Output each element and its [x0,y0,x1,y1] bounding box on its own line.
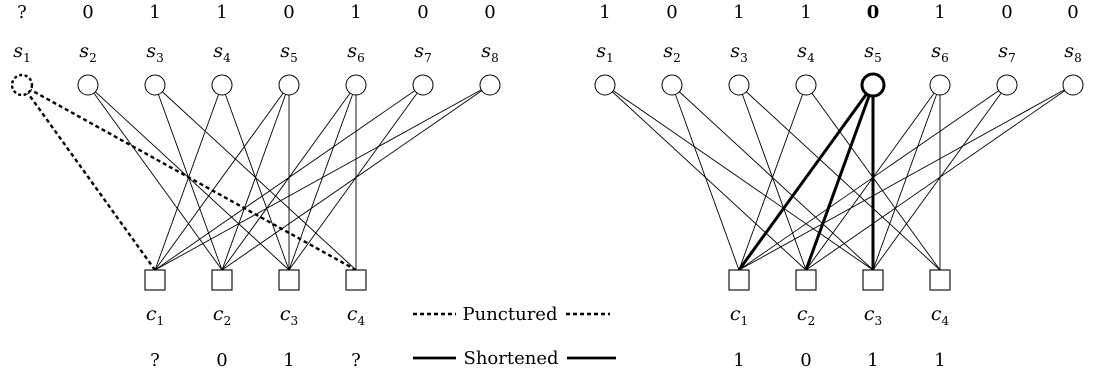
left-edge-s1-c1 [21,84,156,271]
right-check-node-c4 [929,269,951,291]
right-var-label-6: s6 [931,40,948,65]
right-check-node-c3 [862,269,884,291]
right-bottom-value-3: 1 [867,350,878,371]
left-var-node-s2 [77,74,99,96]
right-edge-s2-c1 [671,84,740,271]
left-bottom-value-3: 1 [283,350,294,371]
left-var-node-s8 [479,74,501,96]
left-check-node-c3 [278,269,300,291]
right-top-value-7: 0 [1001,2,1012,23]
right-edge-s8-c2 [805,84,1074,271]
right-top-value-5: 0 [867,2,880,23]
right-check-label-1: c1 [730,303,748,328]
legend: Punctured Shortened [413,304,616,369]
right-var-label-1: s1 [596,40,613,65]
right-top-value-3: 1 [733,2,744,23]
legend-shortened: Shortened [413,348,616,369]
left-edge-s5-c2 [221,84,290,271]
left-var-label-8: s8 [481,40,498,65]
right-var-label-5: s5 [864,40,881,65]
right-edge-s8-c1 [738,84,1074,271]
right-bottom-value-4: 1 [934,350,945,371]
right-var-node-s2 [661,74,683,96]
right-edge-s4-c1 [738,84,807,271]
right-var-node-s4 [795,74,817,96]
right-var-node-s8 [1062,74,1084,96]
left-var-label-3: s3 [146,40,163,65]
left-bottom-value-1: ? [150,350,160,371]
left-top-value-2: 0 [82,2,93,23]
left-bottom-value-2: 0 [216,350,227,371]
right-edge-s1-c3 [604,84,874,271]
left-check-label-4: c4 [347,303,366,328]
left-top-value-1: ? [17,2,27,23]
left-edge-s5-c1 [154,84,290,271]
left-edge-s2-c2 [87,84,223,271]
left-var-node-s4 [211,74,233,96]
right-var-label-4: s4 [797,40,815,65]
left-top-value-7: 0 [417,2,428,23]
right-top-value-2: 0 [666,2,677,23]
right-top-value-1: 1 [599,2,610,23]
right-check-node-c2 [795,269,817,291]
right-var-label-7: s7 [998,40,1015,65]
right-var-label-8: s8 [1064,40,1081,65]
right-check-label-2: c2 [797,303,815,328]
left-edge-s8-c1 [154,84,491,271]
left-var-label-6: s6 [347,40,364,65]
left-top-value-4: 1 [216,2,227,23]
left-var-label-7: s7 [414,40,431,65]
left-check-label-1: c1 [146,303,164,328]
legend-punctured: Punctured [413,304,610,325]
left-var-label-1: s1 [13,40,30,65]
right-edge-s5-c2 [804,84,875,271]
left-check-label-3: c3 [280,303,298,328]
right-top-value-4: 1 [800,2,811,23]
left-top-value-3: 1 [149,2,160,23]
left-check-label-2: c2 [213,303,231,328]
left-check-node-c2 [211,269,233,291]
left-var-label-2: s2 [79,40,96,65]
left-var-node-s7 [412,74,434,96]
left-var-node-s5 [278,74,300,96]
left-edge-s4-c1 [154,84,223,271]
left-tanner-graph: ? 0 1 1 0 1 0 0 s1 s2 s3 s4 s5 s6 s7 s8 c1 c2 c3 c4? 0 1? [10,2,501,371]
right-var-node-s3 [728,74,750,96]
left-top-value-8: 0 [484,2,495,23]
left-var-node-s1 [10,73,34,97]
right-var-node-s7 [996,74,1018,96]
left-check-node-c4 [345,269,367,291]
left-var-label-4: s4 [213,40,231,65]
right-var-node-s1 [594,74,616,96]
left-var-node-s3 [144,74,166,96]
left-bottom-value-4: ? [351,350,361,371]
right-check-label-3: c3 [864,303,882,328]
right-bottom-value-1: 1 [733,350,744,371]
right-top-value-6: 1 [934,2,945,23]
left-check-node-c1 [144,269,166,291]
left-var-label-5: s5 [280,40,297,65]
right-var-label-2: s2 [663,40,680,65]
right-check-node-c1 [728,269,750,291]
right-bottom-value-2: 0 [800,350,811,371]
left-edge-s7-c1 [154,84,424,271]
right-check-label-4: c4 [931,303,950,328]
left-edge-s8-c2 [221,84,491,271]
legend-shortened-label: Shortened [463,348,558,369]
left-top-value-5: 0 [283,2,294,23]
right-edge-s5-c1 [737,84,875,271]
right-var-node-s6 [929,74,951,96]
legend-punctured-label: Punctured [463,304,558,325]
right-edge-s7-c1 [738,84,1008,271]
right-var-label-3: s3 [730,40,747,65]
left-top-value-6: 1 [350,2,361,23]
left-var-node-s6 [345,74,367,96]
right-var-node-s5 [860,72,886,98]
right-tanner-graph: 1 0 1 1 0 1 0 0 s1 s2 s3 s4 s5 s6 s7 s8 c1 c2 c3 c4 1 0 1 1 [594,2,1084,371]
right-top-value-8: 0 [1067,2,1078,23]
